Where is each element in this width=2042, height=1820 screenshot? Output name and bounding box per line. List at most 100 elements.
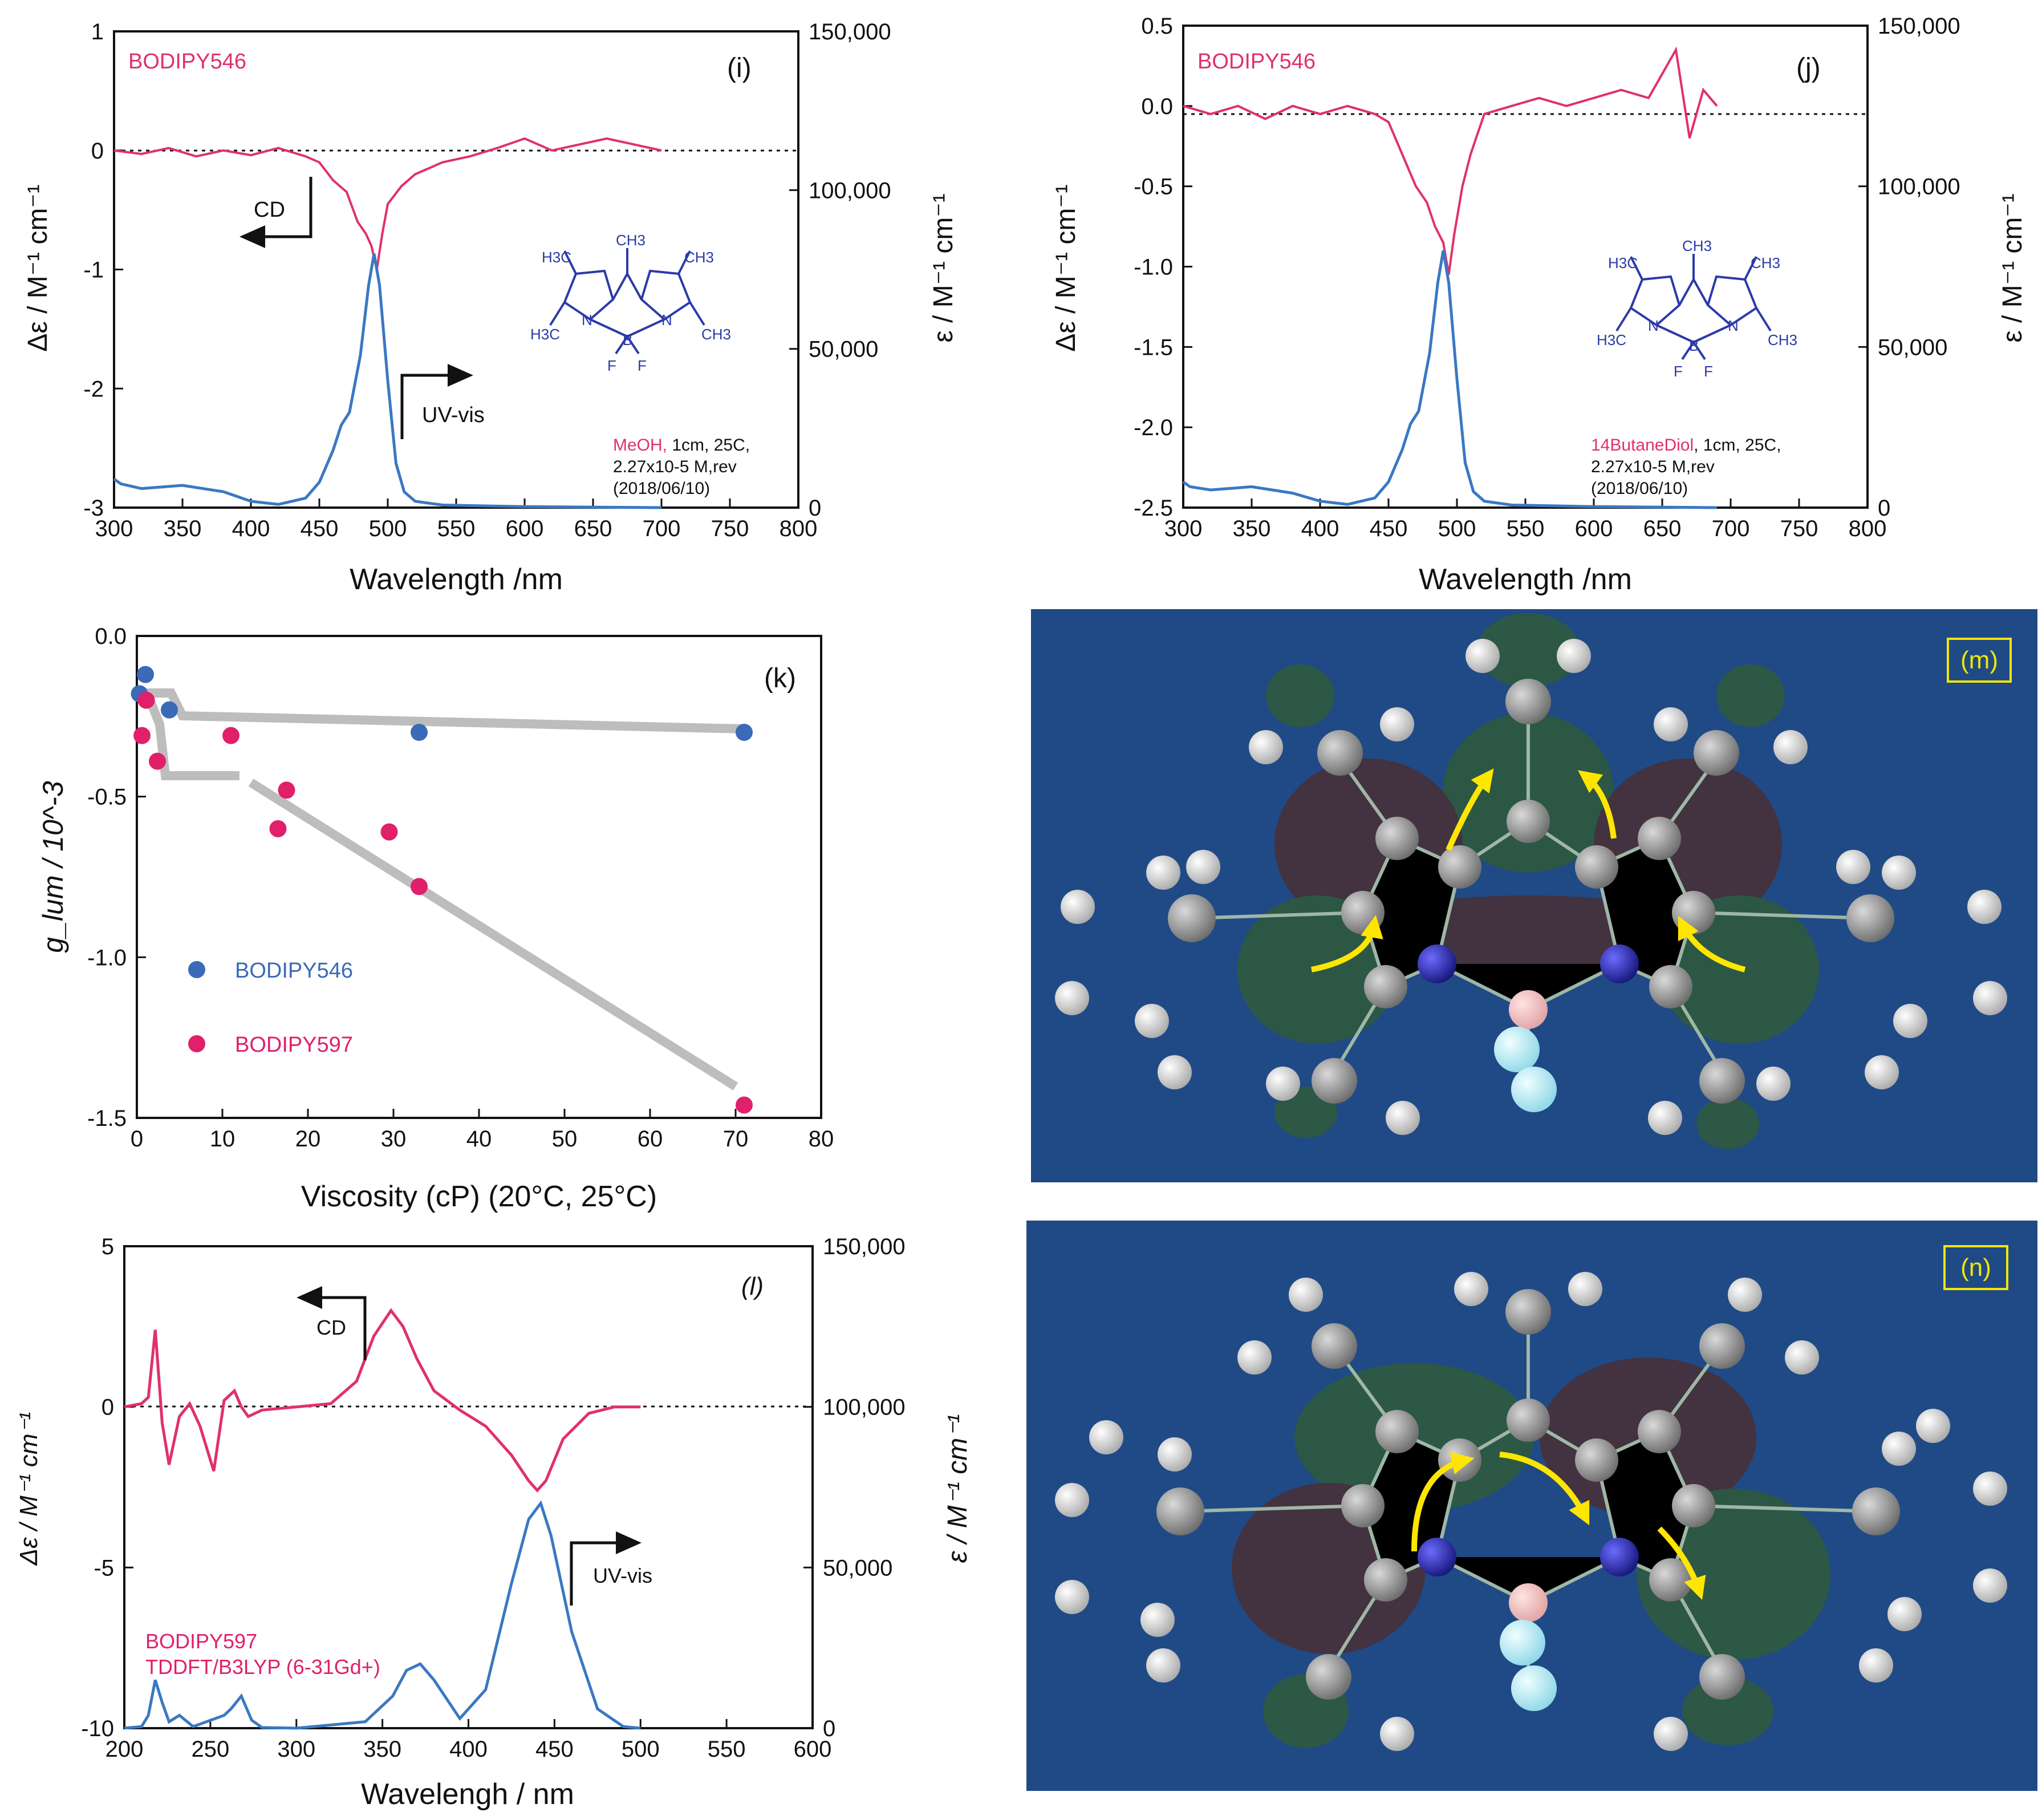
sample-label-j: BODIPY546 <box>1197 50 1316 74</box>
ytick-right-label: 150,000 <box>1878 14 1960 39</box>
ytick-right-label: 100,000 <box>809 178 891 203</box>
scatter-point-bodipy597 <box>411 878 428 895</box>
xtick-label: 650 <box>574 516 612 541</box>
svg-text:CH3: CH3 <box>616 232 646 249</box>
svg-text:14ButaneDiol, 1cm, 25C,: 14ButaneDiol, 1cm, 25C, <box>1591 436 1781 455</box>
ytick-label: 1 <box>91 19 104 44</box>
panel-k: 0 10 20 30 40 50 60 70 80 -1.5 -1.0 -0.5 0.0 (k) BOD… <box>37 624 834 1213</box>
condition-note-j: 14ButaneDiol, 1cm, 25C, 2.27x10-5 M,rev … <box>1591 436 1781 498</box>
cd-arrow-label-l: CD <box>316 1316 346 1339</box>
points-k <box>131 666 753 1114</box>
xtick-label: 300 <box>277 1737 315 1762</box>
svg-text:2.27x10-5 M,rev: 2.27x10-5 M,rev <box>613 457 737 476</box>
svg-text:F: F <box>1674 363 1683 380</box>
legend-marker-bodipy546 <box>188 961 205 978</box>
cd-curve-l <box>124 1308 641 1493</box>
ytick-label: -1 <box>83 258 104 283</box>
scatter-point-bodipy597 <box>269 820 287 837</box>
ytick-right-label: 0 <box>809 496 821 521</box>
svg-text:MeOH, 1cm, 25C,: MeOH, 1cm, 25C, <box>613 436 750 455</box>
ytick-right-label: 100,000 <box>1878 175 1960 200</box>
xlabel-l: Wavelengh / nm <box>361 1778 574 1811</box>
ytick-right-label: 50,000 <box>1878 335 1947 360</box>
svg-text:2.27x10-5 M,rev: 2.27x10-5 M,rev <box>1591 457 1715 476</box>
xtick-label: 800 <box>1849 516 1887 541</box>
xtick-label: 400 <box>232 516 270 541</box>
xtick-label: 750 <box>711 516 749 541</box>
svg-text:CH3: CH3 <box>701 326 731 343</box>
uv-arrow-i <box>400 374 459 439</box>
xtick-label: 600 <box>506 516 544 541</box>
xtick-label: 10 <box>210 1126 236 1152</box>
ytick-label: -10 <box>81 1716 114 1741</box>
cd-curve-j <box>1183 46 1718 275</box>
panel-i: 300 350 400 450 500 550 600 650 700 750 800 -3 -2 -1 0… <box>23 19 959 596</box>
xtick-label: 550 <box>708 1737 746 1762</box>
legend-marker-bodipy597 <box>188 1035 205 1052</box>
xtick-label: 400 <box>449 1737 488 1762</box>
orbital-label-n: (n) <box>1960 1254 1991 1282</box>
trend-lines-k <box>144 688 745 1091</box>
svg-text:CH3: CH3 <box>1682 237 1712 254</box>
scatter-point-bodipy546 <box>736 724 753 741</box>
xtick-label: 450 <box>535 1737 574 1762</box>
ytick-right-label: 150,000 <box>809 19 891 44</box>
svg-text:F: F <box>1704 363 1713 380</box>
svg-text:H3C: H3C <box>1597 331 1626 348</box>
ytick-label: -1.5 <box>87 1106 127 1131</box>
xlabel-k: Viscosity (cP) (20°C, 25°C) <box>301 1180 657 1213</box>
uv-arrowhead-l <box>616 1531 642 1554</box>
xtick-label: 650 <box>1643 516 1682 541</box>
ytick-label: -2.5 <box>1134 496 1173 521</box>
ytick-label: 0.5 <box>1141 14 1173 39</box>
ytick-label: 5 <box>102 1234 114 1259</box>
ytick-label: -2 <box>83 376 104 402</box>
ytick-label: -1.5 <box>1134 335 1173 360</box>
cd-arrowhead-l <box>297 1286 322 1309</box>
molecule-structure-j: H3C CH3 CH3 N B N H3C CH3 F F <box>1597 237 1797 380</box>
ytick-label: -0.5 <box>1134 175 1173 200</box>
scatter-point-bodipy597 <box>149 752 166 770</box>
legend-label-bodipy546: BODIPY546 <box>235 959 353 983</box>
ytick-label: -1.0 <box>1134 255 1173 280</box>
xtick-label: 350 <box>1233 516 1271 541</box>
cd-arrow-i <box>251 177 312 238</box>
scatter-point-bodipy597 <box>137 691 155 709</box>
svg-text:H3C: H3C <box>1608 254 1638 271</box>
svg-text:N: N <box>1728 317 1739 334</box>
svg-text:N: N <box>582 311 592 329</box>
ticks-i: 300 350 400 450 500 550 600 650 700 750 800 -3 -2 -1 0… <box>83 19 891 541</box>
xtick-label: 20 <box>295 1126 321 1152</box>
panel-label-l: (l) <box>741 1272 764 1300</box>
uv-arrow-l <box>570 1541 627 1606</box>
ytick-label: 0 <box>91 139 104 164</box>
ytick-right-label: 0 <box>823 1716 835 1741</box>
svg-text:F: F <box>638 357 647 374</box>
xtick-label: 600 <box>794 1737 832 1762</box>
ytick-right-label: 100,000 <box>823 1395 906 1420</box>
xtick-label: 60 <box>638 1126 663 1152</box>
cd-curve-i <box>113 137 662 270</box>
xtick-label: 500 <box>622 1737 660 1762</box>
ytick-right-label: 0 <box>1878 496 1890 521</box>
svg-text:H3C: H3C <box>530 326 560 343</box>
molecule-structure-i: H3C CH3 CH3 N B N H3C CH3 F F <box>530 232 731 374</box>
condition-note-i: MeOH, 1cm, 25C, 2.27x10-5 M,rev (2018/06… <box>613 436 750 498</box>
legend-line2-l: TDDFT/B3LYP (6-31Gd+) <box>145 1655 380 1679</box>
svg-text:(2018/06/10): (2018/06/10) <box>1591 479 1688 498</box>
xtick-label: 500 <box>1438 516 1476 541</box>
xtick-label: 700 <box>1712 516 1750 541</box>
xtick-label: 350 <box>363 1737 401 1762</box>
svg-text:N: N <box>661 311 672 329</box>
atoms-n <box>1055 1272 2007 1751</box>
electron-flow-arrows-m <box>1311 768 1746 972</box>
scatter-point-bodipy597 <box>133 727 151 744</box>
uv-arrow-label-i: UV-vis <box>422 403 485 427</box>
electron-flow-arrows-n <box>1411 1452 1706 1600</box>
ylabel-right-i: ε / M⁻¹ cm⁻¹ <box>928 193 959 342</box>
ytick-right-label: 150,000 <box>823 1234 906 1259</box>
orbital-panel-m: (m) <box>1031 609 2037 1182</box>
ylabel-left-j: Δε / M⁻¹ cm⁻¹ <box>1051 184 1081 351</box>
legend-line1-l: BODIPY597 <box>145 1630 257 1653</box>
ticks-k: 0 10 20 30 40 50 60 70 80 -1.5 -1.0 -0.5 0.0 <box>87 624 834 1152</box>
